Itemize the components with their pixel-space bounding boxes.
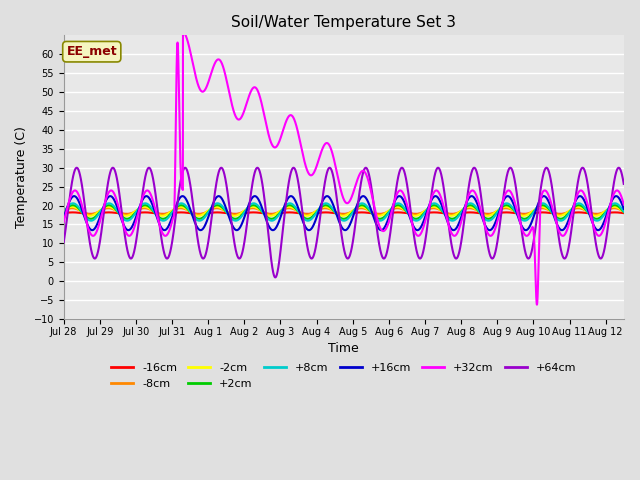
Y-axis label: Temperature (C): Temperature (C) [15, 126, 28, 228]
Legend: -16cm, -8cm, -2cm, +2cm, +8cm, +16cm, +32cm, +64cm: -16cm, -8cm, -2cm, +2cm, +8cm, +16cm, +3… [106, 359, 581, 393]
Text: EE_met: EE_met [67, 45, 117, 58]
Title: Soil/Water Temperature Set 3: Soil/Water Temperature Set 3 [231, 15, 456, 30]
X-axis label: Time: Time [328, 342, 359, 355]
